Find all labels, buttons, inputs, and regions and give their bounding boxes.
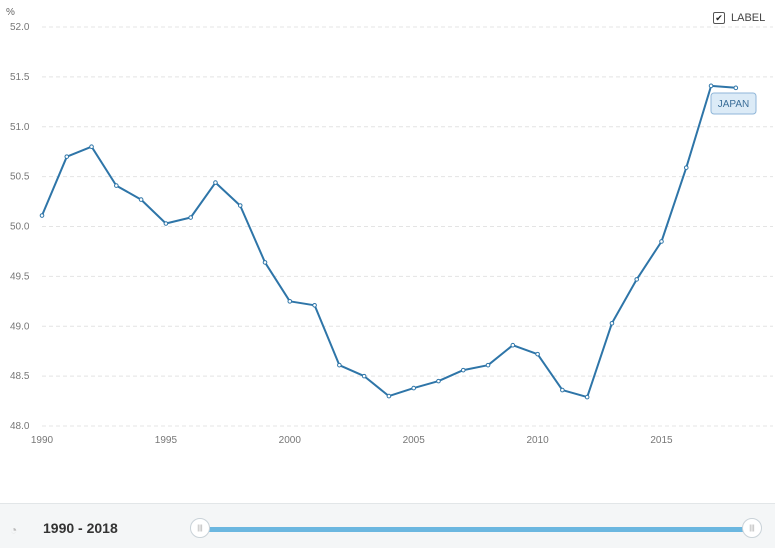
data-point bbox=[584, 394, 590, 400]
data-point bbox=[163, 221, 169, 226]
data-point bbox=[634, 277, 640, 282]
data-point bbox=[733, 85, 739, 91]
data-point bbox=[361, 373, 367, 379]
x-tick-label: 2010 bbox=[526, 435, 549, 446]
y-unit-label: % bbox=[6, 7, 15, 18]
series-tag-box bbox=[710, 92, 757, 115]
data-point bbox=[188, 215, 193, 220]
watermark-icon: ◔ bbox=[10, 523, 18, 537]
data-point bbox=[39, 213, 45, 218]
x-tick-label: 1990 bbox=[31, 435, 54, 446]
range-start-handle[interactable]: ||| bbox=[190, 518, 210, 538]
range-text: 1990 - 2018 bbox=[43, 520, 118, 536]
data-point bbox=[386, 393, 392, 399]
data-point bbox=[460, 367, 466, 373]
y-tick-label: 51.5 bbox=[10, 72, 30, 83]
data-point bbox=[659, 239, 664, 244]
time-range-bar: ◔ 1990 - 2018 ||| ||| bbox=[0, 503, 775, 548]
data-point bbox=[683, 165, 689, 170]
x-tick-label: 1995 bbox=[155, 435, 178, 446]
y-tick-label: 49.5 bbox=[10, 271, 30, 282]
label-checkbox[interactable]: ✔ bbox=[713, 12, 725, 24]
data-point bbox=[485, 362, 491, 368]
y-tick-label: 52.0 bbox=[10, 22, 30, 33]
data-point bbox=[287, 299, 293, 304]
data-point bbox=[708, 83, 714, 89]
label-toggle[interactable]: ✔ LABEL bbox=[713, 12, 765, 24]
series-line-japan bbox=[41, 84, 736, 399]
data-point bbox=[510, 342, 516, 348]
series-tag-label: JAPAN bbox=[718, 99, 750, 110]
data-point bbox=[312, 303, 317, 308]
data-point bbox=[411, 385, 416, 391]
x-tick-label: 2005 bbox=[403, 435, 426, 446]
y-tick-label: 51.0 bbox=[10, 122, 30, 133]
data-point bbox=[436, 378, 441, 384]
data-point bbox=[114, 183, 119, 188]
range-slider-track[interactable] bbox=[200, 527, 752, 532]
x-tick-label: 2015 bbox=[650, 435, 673, 446]
y-tick-label: 50.0 bbox=[10, 222, 30, 233]
label-toggle-text: LABEL bbox=[731, 12, 766, 24]
y-tick-label: 48.0 bbox=[10, 421, 30, 432]
y-tick-label: 48.5 bbox=[10, 371, 30, 382]
data-point bbox=[213, 180, 218, 185]
x-tick-label: 2000 bbox=[279, 435, 302, 446]
y-tick-label: 50.5 bbox=[10, 172, 30, 183]
data-point bbox=[609, 320, 615, 326]
data-point bbox=[337, 362, 342, 368]
data-point bbox=[535, 351, 540, 357]
data-point bbox=[262, 260, 268, 265]
data-point bbox=[237, 203, 243, 208]
data-point bbox=[89, 144, 94, 149]
y-tick-label: 49.0 bbox=[10, 321, 30, 332]
data-point bbox=[560, 387, 565, 393]
line-chart: 48.0 48.5 49.0 49.5 50.0 50.5 51.0 51.5 52.0 1990… bbox=[10, 22, 773, 446]
range-end-handle[interactable]: ||| bbox=[742, 518, 762, 538]
data-point bbox=[64, 154, 70, 159]
data-point bbox=[138, 197, 144, 202]
